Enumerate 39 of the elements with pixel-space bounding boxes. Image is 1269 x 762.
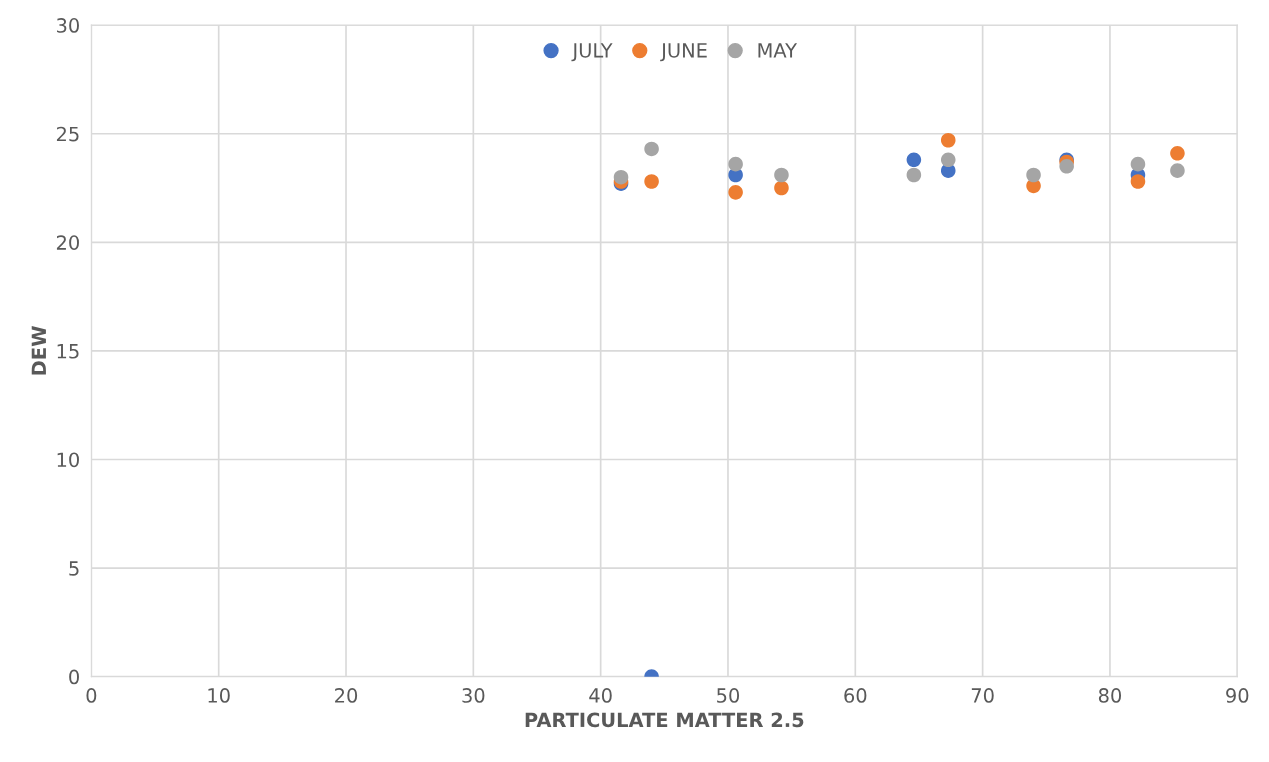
point: [728, 185, 743, 200]
point: [1059, 159, 1074, 174]
point: [1130, 156, 1146, 172]
y-tick-label: 0: [69, 669, 79, 685]
x-tick-label: 50: [717, 688, 740, 703]
y-tick-label: 15: [57, 344, 79, 359]
x-tick-label: 80: [1098, 688, 1122, 703]
x-axis-title: PARTICULATE MATTER 2.5: [525, 712, 804, 728]
x-tick-label: 60: [844, 688, 867, 703]
point: [940, 132, 956, 148]
x-tick-label: 0: [86, 688, 97, 703]
point: [1026, 167, 1041, 183]
point: [644, 174, 659, 189]
point: [1130, 174, 1146, 189]
point: [1170, 163, 1185, 178]
x-tick-label: 40: [589, 688, 612, 703]
y-tick-label: 20: [56, 235, 79, 250]
y-axis-title: DEW: [31, 326, 46, 375]
point: [906, 167, 922, 183]
x-tick-label: 30: [462, 688, 485, 703]
legend-label: MAY: [758, 43, 798, 58]
y-tick-label: 5: [69, 561, 79, 576]
point: [613, 169, 629, 185]
x-tick-label: 20: [335, 688, 358, 703]
y-tick-label: 30: [57, 18, 79, 33]
point: [644, 141, 659, 157]
y-tick-label: 25: [56, 126, 79, 142]
point: [728, 156, 743, 172]
point: [1170, 145, 1185, 161]
legend-label: JULY: [571, 43, 613, 62]
legend-label: JUNE: [660, 43, 707, 62]
y-tick-label: 10: [57, 452, 79, 468]
point: [774, 167, 789, 183]
point: [774, 180, 789, 196]
x-tick-label: 10: [208, 688, 230, 703]
point: [906, 152, 922, 168]
x-tick-label: 90: [1226, 688, 1249, 703]
x-tick-label: 70: [971, 688, 994, 703]
point: [940, 152, 956, 168]
